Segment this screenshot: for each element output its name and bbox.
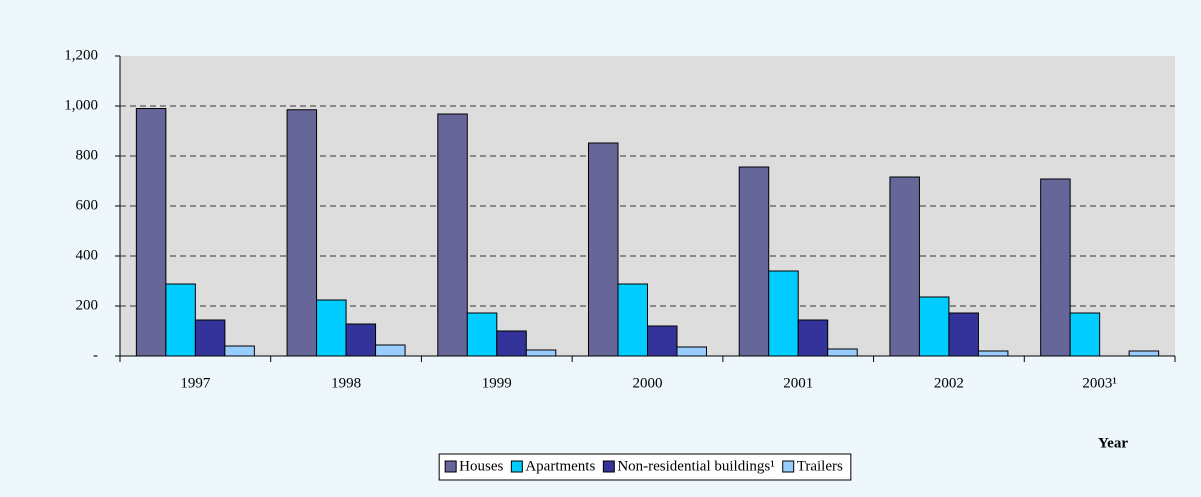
bar [918,296,950,357]
bar [286,109,318,357]
x-tick-label: 2001 [783,375,813,391]
legend-swatch [782,460,795,473]
x-tick-label: 1997 [180,375,211,391]
y-tick-label: 800 [76,147,99,163]
bar [1069,312,1101,357]
x-tick-label: 2003¹ [1082,375,1117,391]
bar [588,142,619,357]
bar [647,325,678,357]
bar [224,345,255,357]
x-tick-label: 2000 [633,375,663,391]
bar [135,108,167,357]
bar [316,299,347,357]
bar [496,330,527,357]
y-tick-label: - [93,347,98,363]
bar [948,312,979,357]
y-tick-label: 1,200 [64,47,98,63]
legend-swatch [444,460,457,473]
x-axis-label: Year [1098,435,1128,451]
bar [768,270,799,357]
bar [437,113,468,357]
bar [525,349,557,357]
bar [375,344,406,357]
legend-swatch [602,460,615,473]
legend-label: Apartments [525,458,595,474]
legend-swatch [510,460,523,473]
bar [889,176,920,357]
bar [977,350,1009,357]
y-tick-label: 1,000 [64,97,98,113]
x-tick-label: 1998 [331,375,361,391]
bar [617,283,648,357]
y-tick-label: 400 [76,247,99,263]
y-tick-label: 600 [76,197,99,213]
bar [738,166,770,357]
legend-label: Houses [459,458,503,474]
x-tick-label: 1999 [482,375,512,391]
legend-label: Trailers [797,458,843,474]
bar [827,348,858,357]
bar [165,283,196,357]
bar [345,323,377,357]
bar [1040,178,1071,357]
bar [1128,350,1160,357]
bar [797,319,829,357]
y-tick-label: 200 [76,297,99,313]
bar [676,346,707,357]
x-tick-label: 2002 [934,375,964,391]
bar [466,312,498,357]
legend-label: Non-residential buildings¹ [617,458,774,474]
bar [194,319,226,357]
